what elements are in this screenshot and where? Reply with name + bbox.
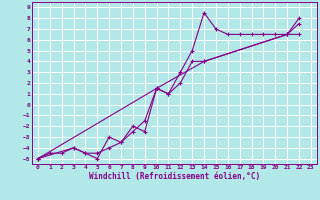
X-axis label: Windchill (Refroidissement éolien,°C): Windchill (Refroidissement éolien,°C) bbox=[89, 172, 260, 181]
